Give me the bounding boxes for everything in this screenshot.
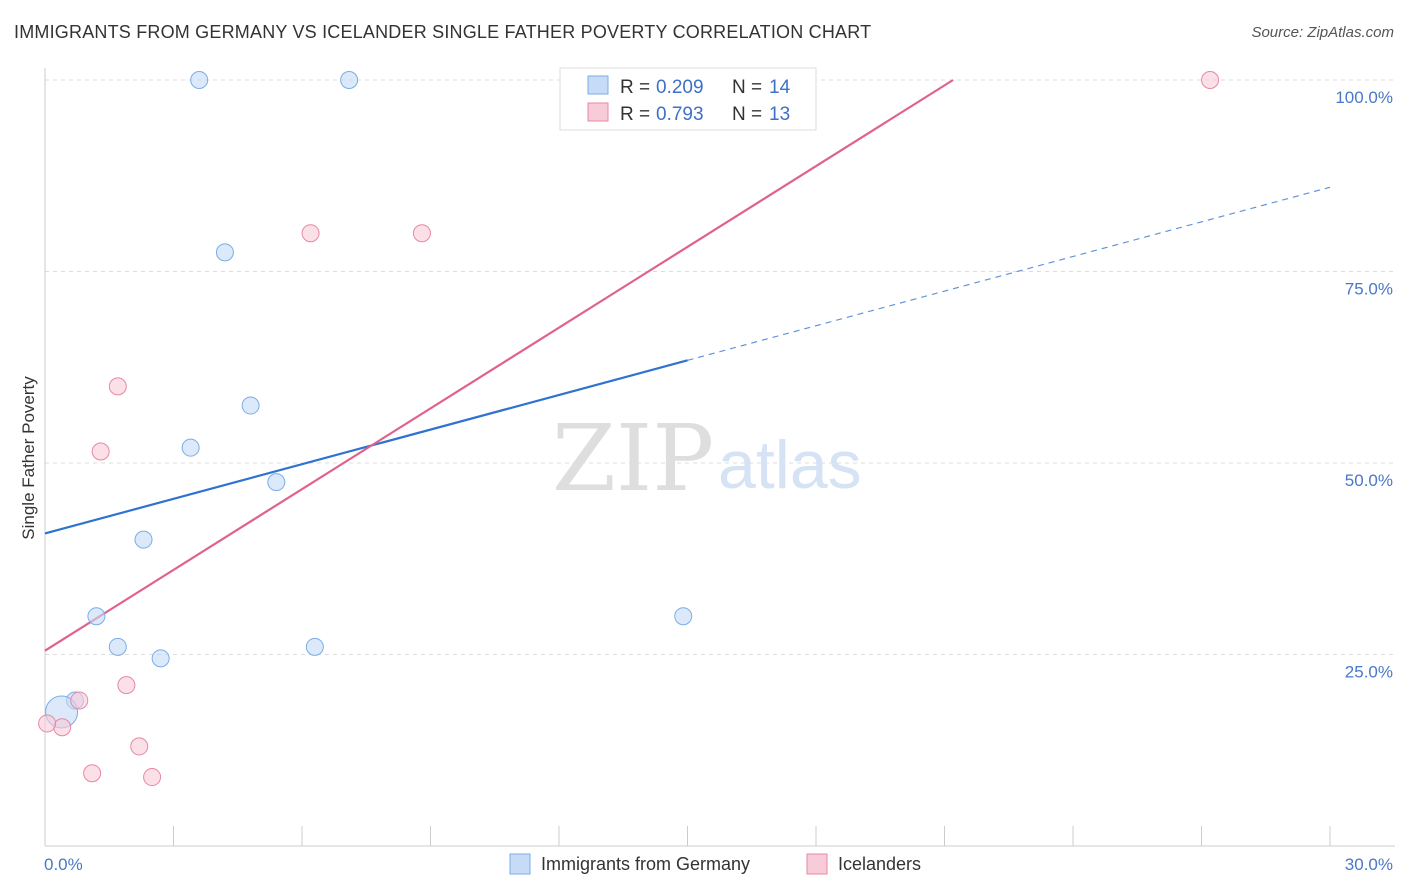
source-label: Source: ZipAtlas.com [1251,24,1394,41]
point-germany [151,649,170,668]
point-icelanders [301,224,320,243]
stats-legend: R = 0.209 N = 14 R = 0.793 N = 13 [559,67,817,131]
legend-n-value: 13 [769,104,790,125]
point-germany [190,71,209,89]
data-points [38,71,1220,787]
series-legend: Immigrants from Germany Icelanders [509,853,921,875]
point-icelanders [70,691,89,710]
trend-line-germany [44,359,688,535]
legend-n-value: 14 [769,77,791,98]
legend-r-label: R = [620,77,650,98]
watermark-zip: ZIP [552,405,714,512]
legend-swatch-blue [587,75,609,95]
y-tick-label: 50.0% [1345,471,1393,490]
series-label-germany: Immigrants from Germany [541,854,750,874]
trend-lines [44,79,1331,652]
chart-title: IMMIGRANTS FROM GERMANY VS ICELANDER SIN… [14,22,872,42]
series-swatch-icelanders [806,853,828,875]
point-icelanders [38,714,57,733]
legend-n-label: N = [732,77,762,98]
y-tick-label: 25.0% [1345,663,1393,682]
point-icelanders [53,718,72,737]
point-germany [241,396,260,415]
trend-line-germany-extension [687,186,1331,361]
trend-line-icelanders [44,79,954,652]
grid-lines [45,79,1395,655]
legend-r-value: 0.793 [656,104,704,125]
watermark-atlas: atlas [718,427,862,503]
x-tick-label: 30.0% [1345,855,1393,874]
point-icelanders [117,676,136,695]
point-germany [267,473,286,492]
y-axis-label: Single Father Poverty [19,376,38,540]
legend-n-label: N = [732,104,762,125]
legend-r-value: 0.209 [656,77,704,98]
y-tick-label: 100.0% [1335,88,1393,107]
legend-swatch-pink [587,102,609,122]
x-tick-label: 0.0% [44,855,83,874]
y-tick-label: 75.0% [1345,280,1393,299]
watermark: ZIP atlas [552,405,862,512]
point-icelanders [83,764,102,783]
legend-r-label: R = [620,104,650,125]
series-swatch-germany [509,853,531,875]
x-tick-labels: 0.0% 30.0% [44,855,1393,874]
point-germany [215,243,234,262]
point-icelanders [91,442,110,461]
series-label-icelanders: Icelanders [838,854,921,874]
point-icelanders [1201,71,1220,89]
point-icelanders [143,768,162,787]
point-germany [674,607,693,626]
point-germany [305,637,324,656]
point-germany [134,530,153,549]
point-germany [181,438,200,457]
point-icelanders [108,377,127,396]
point-icelanders [130,737,149,756]
y-tick-labels: 25.0% 50.0% 75.0% 100.0% [1335,88,1393,682]
point-germany [340,71,359,89]
point-germany [87,607,106,626]
point-icelanders [412,224,431,243]
point-germany [108,637,127,656]
